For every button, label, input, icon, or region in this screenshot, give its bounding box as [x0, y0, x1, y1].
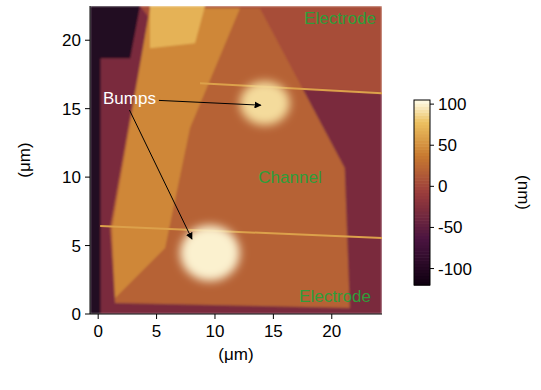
bump — [240, 81, 290, 125]
regions — [90, 6, 382, 314]
y-axis — [90, 6, 91, 314]
electrode-edge — [100, 226, 382, 238]
x-tick-label: 15 — [264, 322, 283, 341]
arrow — [159, 100, 261, 105]
colorbar-tick-label: 100 — [438, 95, 466, 114]
y-tick — [85, 245, 90, 246]
y-axis-title: (μm) — [15, 142, 34, 177]
x-tick — [273, 314, 274, 319]
y-tick — [85, 40, 90, 41]
y-tick — [85, 177, 90, 178]
x-tick — [156, 314, 157, 319]
region — [110, 8, 350, 308]
annotation: Bumps — [103, 89, 156, 108]
colorbar-tick — [430, 104, 434, 105]
y-tick — [85, 314, 90, 315]
y-tick-label: 10 — [62, 168, 81, 187]
colorbar-tick-label: -100 — [438, 260, 472, 279]
colorbar: -100 -50 0 50 100 — [414, 95, 472, 285]
x-tick-label: 20 — [322, 322, 341, 341]
colorbar-tick-label: 0 — [438, 177, 447, 196]
x-tick-label: 0 — [93, 322, 102, 341]
annotation: Channel — [258, 168, 321, 187]
colorbar-tick — [430, 268, 434, 269]
y-tick-label: 15 — [62, 100, 81, 119]
x-tick-label: 5 — [152, 322, 161, 341]
y-tick — [85, 108, 90, 109]
region — [112, 8, 240, 298]
colorbar-tick — [430, 186, 434, 187]
chart: 0 5 10 15 20 0 5 10 15 20 (μm) (μm) -100 -50 0 50 100 (nm… — [0, 0, 541, 390]
y-tick-label: 0 — [72, 305, 81, 324]
colorbar-title: (nm) — [514, 175, 533, 210]
colorbar-step — [414, 100, 430, 104]
colorbar-tick-label: 50 — [438, 136, 457, 155]
region — [90, 6, 382, 314]
x-tick — [214, 314, 215, 319]
x-axis — [90, 314, 382, 315]
x-tick-label: 10 — [206, 322, 225, 341]
x-tick — [331, 314, 332, 319]
y-tick-label: 20 — [62, 31, 81, 50]
arrow — [129, 110, 191, 239]
colorbar-tick — [430, 227, 434, 228]
x-tick — [98, 314, 99, 319]
electrode-edge — [200, 83, 382, 93]
annotation: Electrode — [299, 287, 371, 306]
y-tick-label: 5 — [72, 237, 81, 256]
colorbar-tick-label: -50 — [438, 218, 463, 237]
x-axis-title: (μm) — [218, 345, 253, 364]
region — [150, 6, 205, 48]
colorbar-frame — [414, 100, 430, 285]
region — [90, 6, 140, 58]
height-map — [90, 6, 382, 314]
colorbar-tick — [430, 145, 434, 146]
annotation: Electrode — [304, 9, 376, 28]
